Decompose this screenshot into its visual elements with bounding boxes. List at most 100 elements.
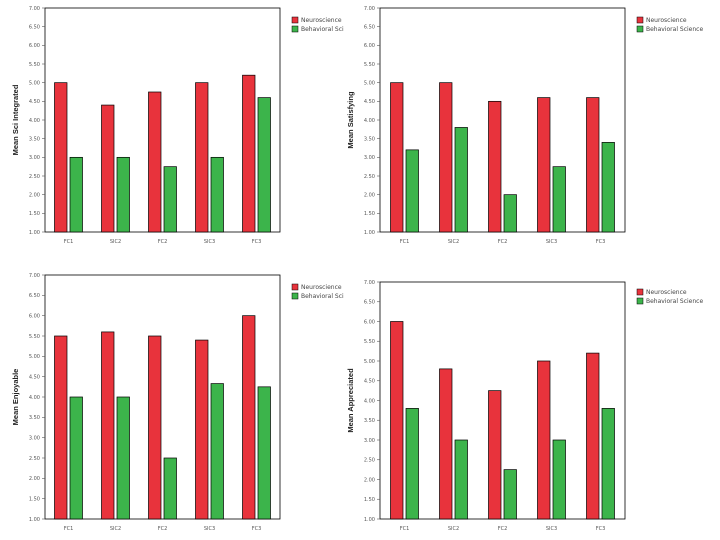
bar-behavioral-fc2 [503, 469, 517, 520]
y-tick-label: 6.50 [364, 24, 375, 30]
x-tick-label: FC1 [64, 526, 74, 532]
x-tick-label: FC1 [400, 239, 410, 245]
bar-behavioral-fc1 [405, 408, 419, 520]
y-tick-label: 2.50 [29, 174, 40, 180]
y-tick-label: 3.50 [364, 418, 375, 424]
y-tick-label: 2.50 [364, 458, 375, 464]
y-tick-label: 6.00 [29, 313, 40, 319]
y-axis-label: Mean Sci Integrated [11, 84, 20, 155]
bar-behavioral-fc1 [69, 156, 83, 233]
y-tick-label: 5.50 [29, 62, 40, 68]
y-tick-label: 2.00 [364, 477, 375, 483]
bar-behavioral-sic3 [210, 383, 224, 520]
bar-behavioral-fc3 [601, 408, 615, 520]
y-tick-label: 2.00 [364, 192, 375, 198]
x-tick-label: SIC2 [110, 526, 121, 532]
legend-swatch [636, 297, 644, 305]
y-tick-label: 6.00 [364, 319, 375, 325]
y-tick-label: 7.00 [29, 6, 40, 12]
legend-swatch [636, 16, 644, 24]
y-tick-label: 1.50 [364, 211, 375, 217]
y-tick-label: 1.50 [29, 496, 40, 502]
chart-panel-4: 1.00 1.50 2.00 2.50 3.00 3.50 4.00 4.50 5.00 5.50… [346, 280, 703, 532]
y-tick-label: 2.50 [29, 456, 40, 462]
bar-neuroscience-sic2 [101, 331, 115, 520]
bar-neuroscience-fc2 [488, 100, 502, 233]
bar-behavioral-fc1 [405, 149, 419, 233]
y-tick-label: 4.00 [364, 398, 375, 404]
y-tick-label: 4.00 [29, 395, 40, 401]
bar-neuroscience-sic3 [195, 339, 209, 520]
x-tick-label: FC2 [158, 239, 168, 245]
bar-neuroscience-fc2 [488, 390, 502, 520]
bar-neuroscience-fc1 [54, 82, 68, 233]
legend-label: Behavioral Science [646, 298, 703, 305]
y-tick-label: 3.00 [364, 155, 375, 161]
bar-neuroscience-fc1 [390, 82, 404, 233]
bar-behavioral-sic2 [454, 439, 468, 520]
y-tick-label: 4.00 [364, 118, 375, 124]
y-tick-label: 6.50 [29, 293, 40, 299]
legend-swatch [291, 25, 299, 33]
y-tick-label: 5.50 [29, 334, 40, 340]
bar-neuroscience-fc3 [586, 97, 600, 233]
y-tick-label: 3.00 [29, 435, 40, 441]
x-tick-label: SIC2 [448, 526, 459, 532]
y-tick-label: 2.00 [29, 192, 40, 198]
x-tick-label: SIC2 [448, 239, 459, 245]
x-tick-label: FC2 [158, 526, 168, 532]
y-tick-label: 1.00 [364, 230, 375, 236]
plot-frame [379, 7, 626, 233]
y-tick-label: 5.00 [29, 354, 40, 360]
y-tick-label: 4.00 [29, 118, 40, 124]
x-tick-label: SIC3 [546, 526, 557, 532]
bar-neuroscience-sic3 [537, 97, 551, 233]
y-tick-label: 3.00 [364, 438, 375, 444]
bar-behavioral-fc3 [601, 142, 615, 233]
legend-label: Behavioral Science [646, 26, 703, 33]
y-tick-label: 5.00 [364, 80, 375, 86]
plot-frame [44, 7, 281, 233]
y-tick-label: 7.00 [29, 273, 40, 279]
y-tick-label: 3.50 [364, 136, 375, 142]
plot-frame [379, 281, 626, 520]
bar-behavioral-sic2 [116, 156, 130, 233]
legend-swatch [291, 16, 299, 24]
y-tick-label: 5.50 [364, 62, 375, 68]
legend-swatch [636, 288, 644, 296]
bar-neuroscience-fc3 [586, 352, 600, 520]
y-tick-label: 3.50 [29, 415, 40, 421]
legend-swatch [291, 292, 299, 300]
bar-behavioral-sic3 [210, 156, 224, 233]
chart-panel-2: 1.00 1.50 2.00 2.50 3.00 3.50 4.00 4.50 5.00 5.50… [346, 6, 703, 245]
y-axis-label: Mean Enjoyable [11, 369, 20, 426]
x-tick-label: SIC3 [204, 526, 215, 532]
x-tick-label: FC2 [498, 526, 508, 532]
bar-behavioral-fc2 [163, 457, 177, 520]
bar-neuroscience-sic2 [101, 104, 115, 233]
y-tick-label: 6.00 [29, 43, 40, 49]
bar-neuroscience-fc3 [242, 315, 256, 520]
x-tick-label: FC1 [64, 239, 74, 245]
y-tick-label: 5.50 [364, 339, 375, 345]
y-tick-label: 2.50 [364, 174, 375, 180]
y-tick-label: 4.50 [29, 99, 40, 105]
x-tick-label: SIC3 [204, 239, 215, 245]
x-tick-label: FC1 [400, 526, 410, 532]
y-tick-label: 7.00 [364, 6, 375, 12]
legend-swatch [636, 25, 644, 33]
y-tick-label: 7.00 [364, 280, 375, 286]
bar-neuroscience-sic2 [439, 368, 453, 520]
legend-label: Behavioral Sci [301, 26, 344, 33]
legend-swatch [291, 283, 299, 291]
bar-neuroscience-fc1 [54, 335, 68, 520]
y-tick-label: 1.50 [29, 211, 40, 217]
y-tick-label: 3.00 [29, 155, 40, 161]
bar-neuroscience-sic3 [195, 82, 209, 233]
y-tick-label: 5.00 [29, 80, 40, 86]
y-tick-label: 1.00 [29, 517, 40, 523]
y-tick-label: 2.00 [29, 476, 40, 482]
bar-behavioral-fc3 [257, 386, 271, 520]
y-tick-label: 6.50 [29, 24, 40, 30]
